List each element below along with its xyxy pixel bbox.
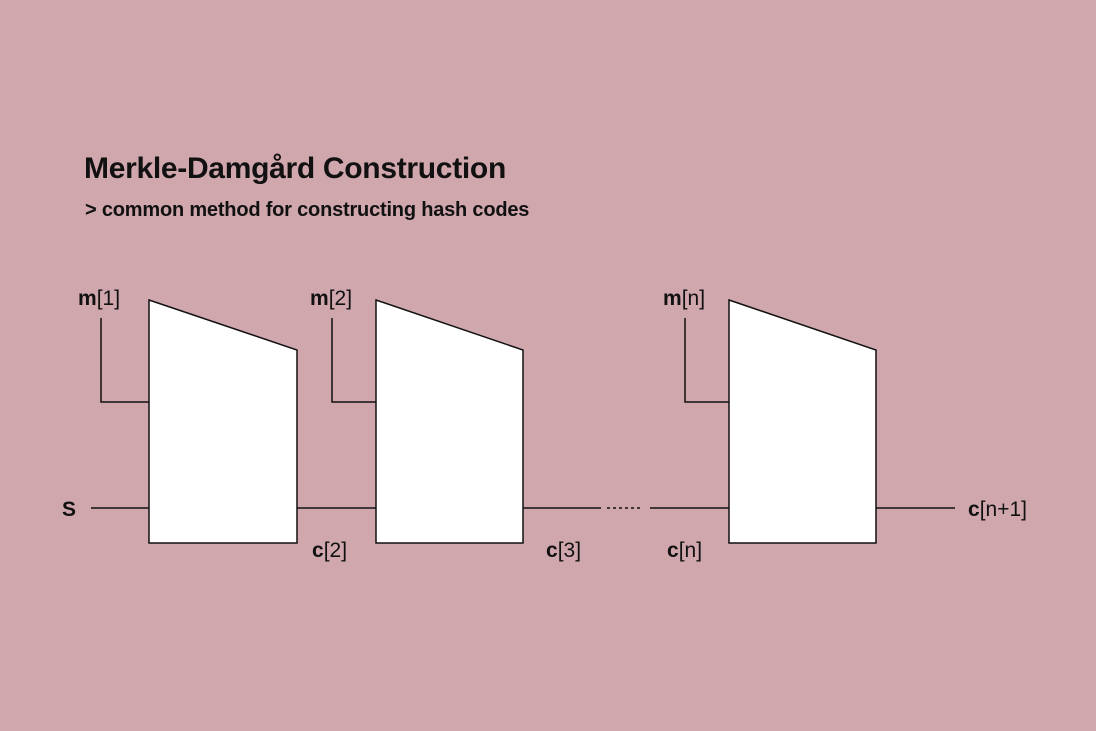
initial-label: S <box>62 498 76 521</box>
chain-label-3: c[3] <box>546 539 581 562</box>
message-connector-n <box>684 318 729 403</box>
compression-box-2 <box>375 298 524 544</box>
chain-label-n: c[n] <box>667 539 702 562</box>
diagram-title: Merkle-Damgård Construction <box>84 152 506 185</box>
message-label-2: m[2] <box>310 287 352 310</box>
diagram-subtitle: > common method for constructing hash co… <box>85 199 530 221</box>
chain-label-2: c[2] <box>312 539 347 562</box>
message-connector-1 <box>100 318 149 403</box>
message-label-1: m[1] <box>78 287 120 310</box>
output-label: c[n+1] <box>968 498 1027 521</box>
compression-box-n <box>728 298 877 544</box>
message-label-n: m[n] <box>663 287 705 310</box>
compression-box-1 <box>148 298 298 544</box>
message-connector-2 <box>331 318 376 403</box>
